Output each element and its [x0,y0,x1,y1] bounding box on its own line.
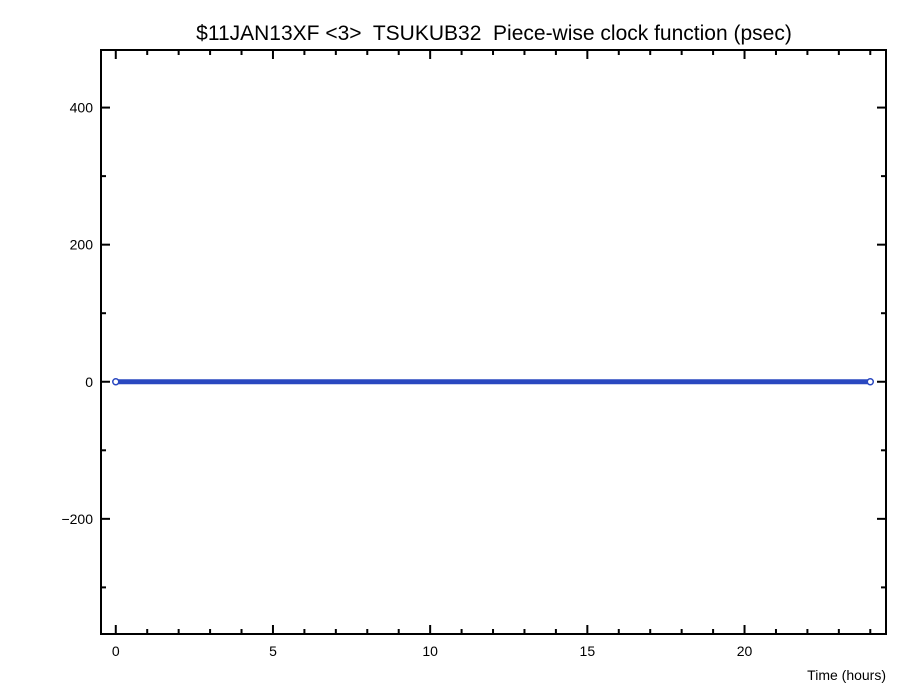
x-tick-label: 0 [112,643,120,659]
x-tick-label: 5 [269,643,277,659]
x-tick-label: 15 [580,643,596,659]
plot-frame [100,49,887,635]
y-tick-label: 200 [70,237,94,253]
data-point [112,378,120,386]
y-tick-label: −200 [61,511,93,527]
data-point [866,378,875,386]
x-axis-label: Time (hours) [807,667,886,683]
x-tick-label: 20 [737,643,753,659]
chart-title: $11JAN13XF <3> TSUKUB32 Piece-wise clock… [196,22,792,45]
x-tick-label: 10 [422,643,438,659]
y-tick-label: 0 [85,374,93,390]
y-tick-label: 400 [70,100,94,116]
